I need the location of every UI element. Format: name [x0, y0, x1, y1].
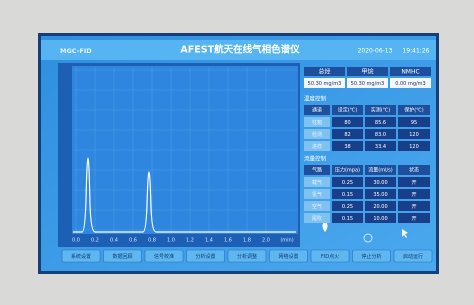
- x-tick-label: 0.6: [129, 238, 137, 244]
- summary-value: 0.00 mg/m3: [395, 81, 426, 87]
- table-cell-text: 开: [411, 180, 416, 186]
- table-header: 设定(℃): [338, 107, 358, 114]
- table-cell-text: 33.4: [375, 144, 386, 150]
- table-header: 通道: [312, 107, 322, 114]
- table-cell-text: 开: [411, 204, 416, 210]
- table-cell-text: 10.00: [373, 216, 387, 222]
- x-tick-label: 1.2: [186, 238, 194, 244]
- table-cell-text: 载气: [312, 179, 322, 186]
- table-cell-text: 85.6: [375, 120, 386, 126]
- table-cell-text: 尾吹: [312, 215, 322, 222]
- table-header: 状态: [409, 167, 419, 174]
- section-title: 流量控制: [304, 155, 327, 163]
- table-cell-text: 检测: [312, 131, 322, 138]
- menu-button-label: 分析设置: [195, 253, 215, 260]
- date: 2020-06-13: [358, 48, 393, 55]
- table-cell-text: 进样: [312, 143, 322, 150]
- x-tick-label: 0.4: [110, 238, 118, 244]
- menu-button-label: 停止分析: [361, 253, 381, 260]
- screen-photo: MGC-FID AFEST航天在线气相色谱仪 2020-06-13 19:41:26 0…: [0, 0, 474, 305]
- menu-button-label: 信号校准: [154, 253, 174, 260]
- table-cell-text: 柱箱: [312, 119, 322, 126]
- table-cell-text: 开: [411, 216, 416, 222]
- menu-button-label: 系统设置: [71, 253, 91, 260]
- x-tick-label: 1.8: [243, 238, 251, 244]
- summary-value: 50.30 mg/m3: [351, 81, 385, 87]
- table-cell-text: 35.00: [373, 192, 387, 198]
- menu-button-label: 数据回顾: [112, 253, 132, 260]
- x-tick-label: 0.8: [148, 238, 156, 244]
- table-cell-text: 氢气: [312, 191, 322, 198]
- table-cell-text: 0.25: [342, 204, 353, 210]
- table-cell-text: 开: [411, 192, 416, 198]
- x-tick-label: 0.2: [91, 238, 99, 244]
- menu-button-label: 启动运行: [403, 253, 423, 260]
- table-cell-text: 95: [411, 120, 417, 126]
- x-tick-label: 1.6: [224, 238, 232, 244]
- table-cell-text: 38: [344, 144, 350, 150]
- x-tick-label: 1.0: [167, 238, 175, 244]
- summary-label: 甲烷: [361, 68, 373, 76]
- table-header: 流量(ml/s): [368, 167, 393, 174]
- table-cell-text: 0.25: [342, 180, 353, 186]
- table-cell-text: 83.0: [375, 132, 386, 138]
- menu-button-label: 分析调整: [237, 253, 257, 260]
- table-cell-text: 20.00: [373, 204, 387, 210]
- section-title: 温度控制: [304, 95, 327, 103]
- summary-label: 总烃: [318, 68, 330, 76]
- table-cell-text: 0.15: [342, 192, 353, 198]
- menu-button-label: FID点火: [321, 254, 339, 260]
- table-cell-text: 0.15: [342, 216, 353, 222]
- x-unit: (min): [280, 238, 293, 244]
- table-header: 压力(mpa): [335, 167, 360, 174]
- summary-value: 50.30 mg/m3: [308, 81, 342, 87]
- table-cell-text: 30.00: [373, 180, 387, 186]
- x-tick-label: 0.0: [72, 238, 80, 244]
- table-cell-text: 空气: [312, 203, 322, 210]
- table-header: 保护(℃): [404, 107, 424, 114]
- x-tick-label: 1.4: [205, 238, 213, 244]
- time: 19:41:26: [403, 48, 430, 55]
- app-title: AFEST航天在线气相色谱仪: [180, 44, 300, 56]
- table-cell-text: 80: [344, 120, 350, 126]
- menu-button-label: 网络设置: [278, 253, 298, 260]
- table-header: 气路: [312, 167, 322, 174]
- x-tick-label: 2.0: [262, 238, 270, 244]
- table-header: 实测(℃): [371, 107, 391, 114]
- table-cell-text: 82: [344, 132, 350, 138]
- table-cell-text: 120: [409, 144, 419, 150]
- summary-label: NMHC: [401, 69, 419, 76]
- table-cell-text: 120: [409, 132, 419, 138]
- model-label: MGC-FID: [60, 47, 92, 55]
